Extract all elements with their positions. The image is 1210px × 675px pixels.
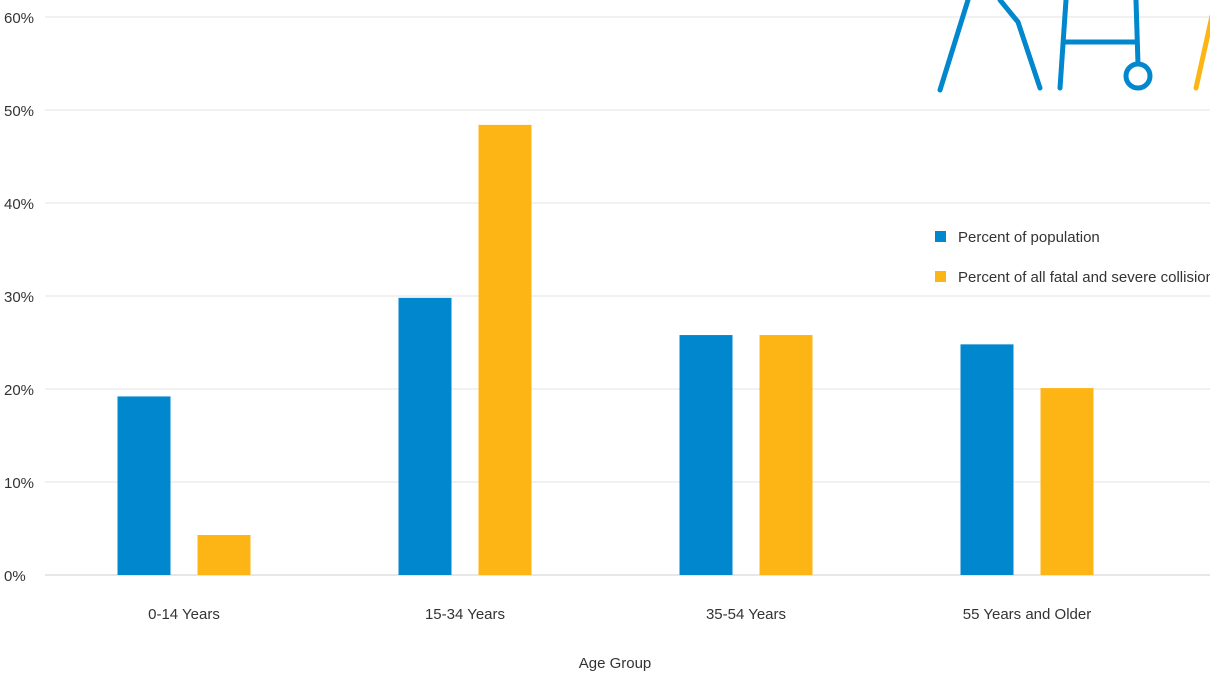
bar-collisions-3 [1040, 388, 1094, 575]
legend-label: Percent of all fatal and severe collisio… [958, 269, 1210, 286]
x-axis-title: Age Group [579, 655, 652, 672]
bar-population-3 [960, 344, 1014, 575]
y-tick-label: 20% [4, 382, 34, 399]
y-tick-label: 40% [4, 196, 34, 213]
legend: Percent of population Percent of all fata… [935, 229, 1210, 286]
x-tick-label: 55 Years and Older [963, 606, 1091, 623]
bar-population-2 [679, 335, 733, 575]
y-axis-ticks: 0% 10% 20% 30% 40% 50% 60% [4, 10, 34, 585]
legend-swatch [935, 271, 946, 282]
bars [117, 124, 1094, 575]
x-axis-categories: 0-14 Years 15-34 Years 35-54 Years 55 Years… [148, 606, 1091, 623]
bar-collisions-0 [197, 535, 251, 575]
bar-population-0 [117, 396, 171, 575]
gridlines [45, 16, 1210, 576]
bar-collisions-1 [478, 124, 532, 575]
pedestrian-walker-icon [937, 0, 1210, 93]
y-tick-label: 0% [4, 568, 26, 585]
bar-population-1 [398, 297, 452, 575]
x-tick-label: 35-54 Years [706, 606, 786, 623]
bar-collisions-2 [759, 335, 813, 575]
y-tick-label: 10% [4, 475, 34, 492]
y-tick-label: 50% [4, 103, 34, 120]
legend-label: Percent of population [958, 229, 1100, 246]
y-tick-label: 60% [4, 10, 34, 27]
legend-swatch [935, 231, 946, 242]
x-tick-label: 15-34 Years [425, 606, 505, 623]
y-tick-label: 30% [4, 289, 34, 306]
x-tick-label: 0-14 Years [148, 606, 220, 623]
